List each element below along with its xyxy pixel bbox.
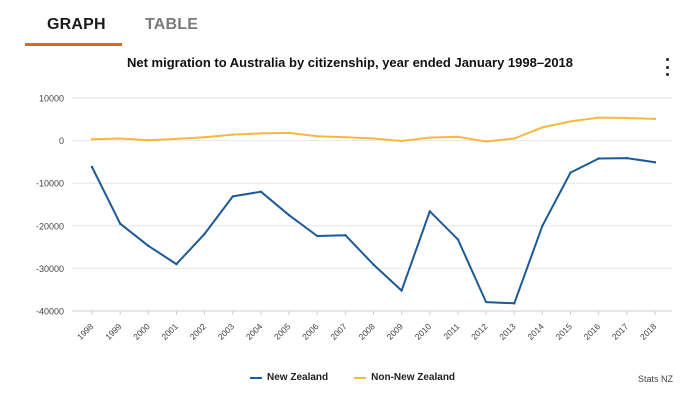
data-point-new-zealand bbox=[316, 234, 319, 238]
data-point-new-zealand bbox=[90, 165, 94, 169]
tab-graph[interactable]: GRAPH bbox=[47, 16, 106, 33]
data-point-non-new-zealand bbox=[118, 137, 122, 140]
data-point-non-new-zealand bbox=[147, 138, 150, 142]
x-tick-label: 2007 bbox=[328, 321, 349, 342]
x-tick-label: 2006 bbox=[300, 321, 321, 342]
data-point-non-new-zealand bbox=[231, 133, 234, 136]
x-tick-label: 2011 bbox=[441, 321, 461, 341]
data-point-non-new-zealand bbox=[484, 140, 488, 143]
y-tick-label: 0 bbox=[59, 136, 64, 146]
tab-bar: GRAPH TABLE bbox=[0, 0, 700, 50]
x-tick-label: 2009 bbox=[385, 321, 406, 342]
data-point-new-zealand bbox=[287, 213, 291, 217]
data-point-non-new-zealand bbox=[344, 135, 347, 139]
data-point-non-new-zealand bbox=[625, 116, 629, 120]
x-tick-label: 2018 bbox=[638, 321, 659, 342]
legend-swatch-non-nz bbox=[354, 376, 367, 379]
data-point-new-zealand bbox=[653, 161, 657, 164]
x-tick-label: 2017 bbox=[610, 321, 631, 342]
legend-label-nz: New Zealand bbox=[267, 372, 329, 383]
y-tick-label: -40000 bbox=[36, 307, 64, 317]
data-point-new-zealand bbox=[513, 302, 516, 305]
x-tick-label: 2008 bbox=[356, 321, 377, 342]
data-point-non-new-zealand bbox=[175, 137, 178, 141]
x-tick-label: 2004 bbox=[244, 321, 265, 342]
data-point-non-new-zealand bbox=[456, 135, 460, 138]
x-tick-label: 2015 bbox=[554, 321, 575, 342]
data-point-non-new-zealand bbox=[653, 117, 657, 121]
y-tick-label: -10000 bbox=[36, 179, 64, 189]
data-point-non-new-zealand bbox=[400, 139, 403, 143]
series-line-new-zealand bbox=[91, 157, 656, 305]
x-tick-label: 2013 bbox=[497, 321, 518, 342]
data-point-new-zealand bbox=[428, 210, 431, 213]
data-point-new-zealand bbox=[175, 262, 178, 266]
data-point-new-zealand bbox=[400, 289, 403, 292]
data-point-new-zealand bbox=[372, 263, 375, 266]
y-tick-label: 10000 bbox=[39, 94, 64, 104]
data-point-new-zealand bbox=[231, 195, 234, 198]
data-point-new-zealand bbox=[203, 232, 206, 236]
data-point-new-zealand bbox=[541, 224, 544, 227]
y-tick-label: -30000 bbox=[36, 264, 64, 274]
data-point-new-zealand bbox=[625, 156, 629, 160]
data-point-non-new-zealand bbox=[428, 136, 431, 139]
data-point-new-zealand bbox=[118, 222, 122, 225]
y-tick-label: -20000 bbox=[36, 221, 64, 231]
data-point-new-zealand bbox=[259, 190, 263, 193]
legend-item-non-nz[interactable]: Non-New Zealand bbox=[354, 372, 455, 383]
data-point-new-zealand bbox=[484, 300, 488, 304]
x-tick-label: 2003 bbox=[216, 321, 237, 342]
data-point-new-zealand bbox=[456, 238, 460, 241]
data-point-non-new-zealand bbox=[287, 131, 291, 135]
data-point-non-new-zealand bbox=[316, 135, 319, 138]
more-options-icon[interactable] bbox=[662, 58, 672, 76]
x-tick-label: 2010 bbox=[413, 321, 434, 342]
tab-table[interactable]: TABLE bbox=[145, 16, 199, 33]
x-tick-label: 2002 bbox=[188, 321, 209, 342]
data-point-non-new-zealand bbox=[569, 120, 572, 123]
active-tab-indicator bbox=[25, 43, 122, 46]
source-credit: Stats NZ bbox=[638, 374, 674, 384]
x-tick-label: 2016 bbox=[582, 321, 603, 342]
data-point-non-new-zealand bbox=[259, 132, 263, 135]
legend-label-non-nz: Non-New Zealand bbox=[371, 372, 456, 383]
data-point-non-new-zealand bbox=[541, 126, 544, 129]
x-tick-label: 1998 bbox=[75, 321, 96, 342]
legend-item-nz[interactable]: New Zealand bbox=[250, 372, 328, 383]
x-tick-label: 2014 bbox=[525, 321, 546, 342]
legend-swatch-nz bbox=[250, 376, 262, 379]
x-tick-label: 1999 bbox=[103, 321, 124, 342]
x-tick-label: 2000 bbox=[131, 321, 152, 342]
data-point-non-new-zealand bbox=[513, 137, 516, 140]
data-point-new-zealand bbox=[147, 244, 150, 248]
x-tick-label: 2005 bbox=[272, 321, 293, 342]
x-tick-label: 2012 bbox=[469, 321, 490, 342]
data-point-non-new-zealand bbox=[203, 135, 206, 139]
chart-title: Net migration to Australia by citizenshi… bbox=[126, 55, 574, 70]
data-point-non-new-zealand bbox=[372, 137, 375, 140]
data-point-new-zealand bbox=[569, 171, 572, 174]
data-point-new-zealand bbox=[597, 157, 600, 160]
x-tick-label: 2001 bbox=[159, 321, 180, 342]
chart-legend: New Zealand Non-New Zealand bbox=[250, 372, 455, 383]
data-point-new-zealand bbox=[344, 233, 347, 237]
data-point-non-new-zealand bbox=[90, 138, 94, 141]
data-point-non-new-zealand bbox=[597, 116, 600, 119]
